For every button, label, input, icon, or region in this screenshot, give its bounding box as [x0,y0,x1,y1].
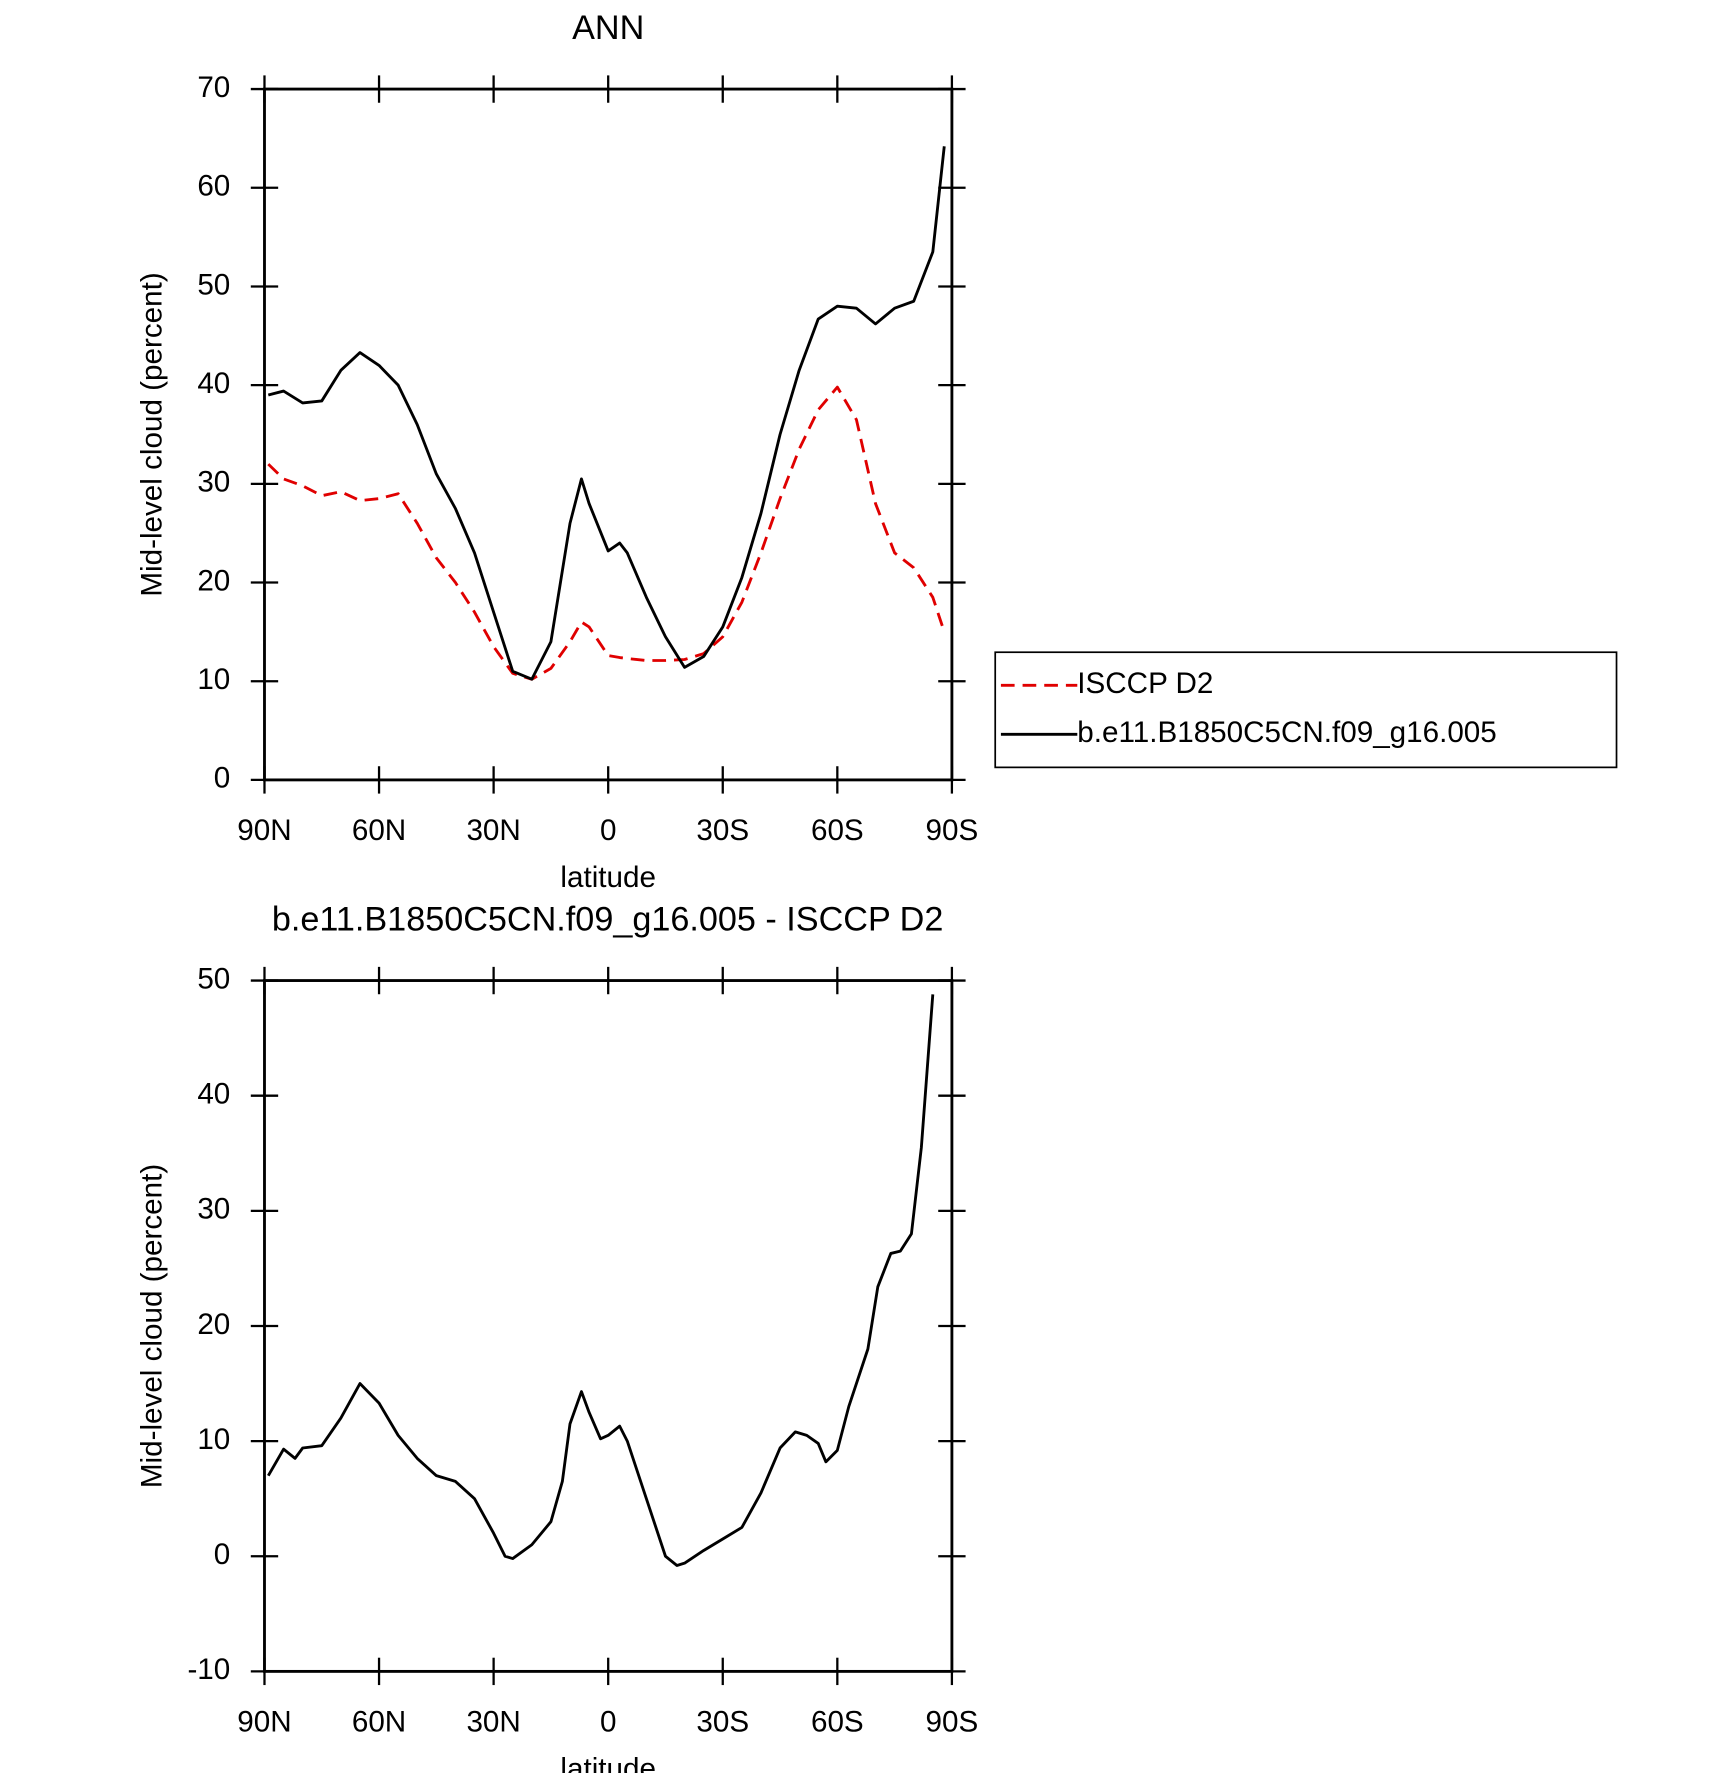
legend-label: ISCCP D2 [1077,667,1213,700]
x-tick-label: 60N [352,1706,406,1739]
x-axis-label: latitude [560,861,656,894]
x-tick-label: 90S [926,1706,979,1739]
legend-box [994,651,1618,769]
legend-label: b.e11.B1850C5CN.f09_g16.005 [1077,716,1496,749]
plot-frame [263,87,954,782]
y-tick-label: 30 [197,1193,230,1226]
x-tick-label: 60N [352,814,406,847]
y-tick-label: 0 [214,1538,230,1571]
x-tick-label: 30N [466,814,520,847]
y-tick-label: 20 [197,564,230,597]
y-tick-label: 0 [214,762,230,795]
x-tick-label: 90S [926,814,979,847]
y-tick-label: 30 [197,466,230,499]
y-tick-label: 20 [197,1308,230,1341]
y-tick-label: 70 [197,71,230,104]
x-tick-label: 30N [466,1706,520,1739]
y-tick-label: -10 [187,1653,230,1686]
chart-title: ANN [572,9,644,47]
y-tick-label: 40 [197,367,230,400]
y-tick-label: 40 [197,1078,230,1111]
y-tick-label: 50 [197,962,230,995]
y-tick-label: 10 [197,1423,230,1456]
y-axis-label: Mid-level cloud (percent) [136,1164,169,1488]
y-tick-label: 50 [197,268,230,301]
chart-title: b.e11.B1850C5CN.f09_g16.005 - ISCCP D2 [272,900,944,938]
x-tick-label: 30S [696,1706,749,1739]
x-tick-label: 0 [600,814,616,847]
y-tick-label: 60 [197,170,230,203]
y-tick-label: 10 [197,663,230,696]
x-tick-label: 0 [600,1706,616,1739]
x-tick-label: 90N [237,1706,291,1739]
data-line [267,146,946,681]
x-tick-label: 60S [811,814,864,847]
x-tick-label: 60S [811,1706,864,1739]
y-axis-label: Mid-level cloud (percent) [136,272,169,596]
data-line [267,994,935,1567]
x-axis-label: latitude [560,1752,656,1773]
x-tick-label: 30S [696,814,749,847]
x-tick-label: 90N [237,814,291,847]
data-line [267,385,946,681]
plot-frame [263,979,954,1673]
